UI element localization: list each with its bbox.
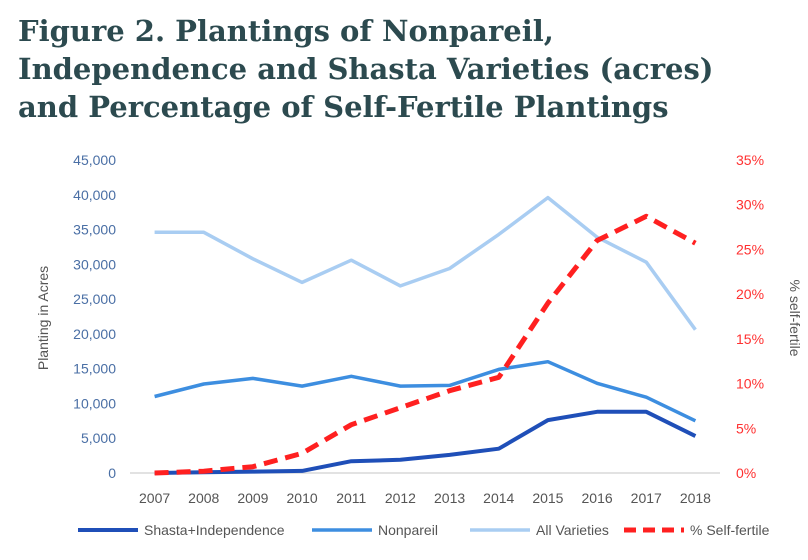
y-tick-label: 40,000 [73, 187, 116, 203]
x-tick-label: 2011 [336, 490, 366, 506]
y-tick-label: 25,000 [73, 291, 116, 307]
x-tick-label: 2014 [483, 490, 514, 506]
x-tick-label: 2009 [237, 490, 268, 506]
legend-label: All Varieties [536, 522, 609, 538]
y2-tick-label: 20% [736, 286, 764, 302]
legend-label: Shasta+Independence [144, 522, 285, 538]
x-tick-label: 2007 [139, 490, 170, 506]
y2-tick-label: 15% [736, 331, 764, 347]
x-tick-label: 2012 [385, 490, 416, 506]
y2-tick-label: 10% [736, 376, 764, 392]
y2-tick-label: 0% [736, 465, 756, 481]
y-tick-label: 0 [108, 465, 116, 481]
y-tick-label: 45,000 [73, 152, 116, 168]
chart-title-line-2: Independence and Shasta Varieties (acres… [18, 52, 714, 86]
y2-tick-label: 35% [736, 152, 764, 168]
x-tick-label: 2018 [680, 490, 711, 506]
legend-label: % Self-fertile [690, 522, 770, 538]
y2-tick-label: 5% [736, 420, 756, 436]
chart-title-line-3: and Percentage of Self-Fertile Plantings [18, 90, 669, 124]
x-tick-label: 2010 [287, 490, 318, 506]
chart-title-line-1: Figure 2. Plantings of Nonpareil, [18, 14, 554, 48]
series-line-self-fertile [154, 213, 697, 476]
series-line-all-varieties [154, 195, 697, 331]
x-tick-label: 2008 [188, 490, 219, 506]
y2-tick-label: 30% [736, 197, 764, 213]
y-tick-label: 15,000 [73, 361, 116, 377]
x-tick-label: 2013 [434, 490, 465, 506]
y-axis-label: Planting in Acres [35, 266, 51, 370]
y2-axis-label: % self-fertile [787, 279, 803, 356]
y-tick-label: 30,000 [73, 256, 116, 272]
series-line-nonpareil [154, 359, 697, 423]
y-tick-label: 35,000 [73, 222, 116, 238]
series-line-shasta-independence [154, 409, 697, 475]
chart-title: Figure 2. Plantings of Nonpareil, Indepe… [18, 12, 798, 126]
y-tick-label: 20,000 [73, 326, 116, 342]
y-tick-label: 10,000 [73, 395, 116, 411]
x-tick-label: 2016 [582, 490, 613, 506]
x-tick-label: 2017 [631, 490, 662, 506]
y-tick-label: 5,000 [81, 430, 116, 446]
y2-tick-label: 25% [736, 241, 764, 257]
legend-label: Nonpareil [378, 522, 438, 538]
x-tick-label: 2015 [532, 490, 563, 506]
